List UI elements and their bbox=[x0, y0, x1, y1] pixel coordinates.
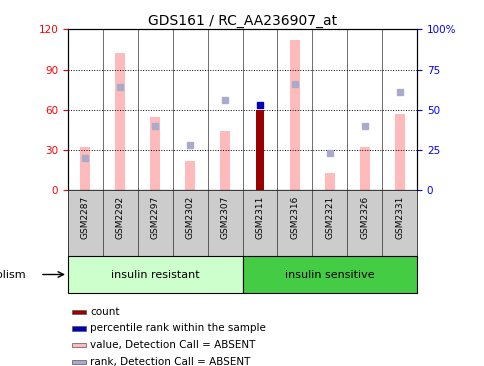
Text: value, Detection Call = ABSENT: value, Detection Call = ABSENT bbox=[90, 340, 255, 350]
Bar bbox=[220, 131, 229, 190]
Bar bbox=[324, 173, 334, 190]
Bar bbox=[289, 40, 299, 190]
Bar bbox=[72, 360, 86, 364]
Text: GSM2302: GSM2302 bbox=[185, 195, 194, 239]
Bar bbox=[72, 326, 86, 330]
Bar bbox=[68, 256, 242, 293]
Text: insulin sensitive: insulin sensitive bbox=[285, 269, 374, 280]
Text: GSM2311: GSM2311 bbox=[255, 195, 264, 239]
Text: count: count bbox=[90, 307, 120, 317]
Bar bbox=[185, 161, 195, 190]
Text: GSM2307: GSM2307 bbox=[220, 195, 229, 239]
Bar bbox=[72, 310, 86, 314]
Text: percentile rank within the sample: percentile rank within the sample bbox=[90, 324, 266, 333]
Text: GSM2297: GSM2297 bbox=[151, 195, 159, 239]
Text: insulin resistant: insulin resistant bbox=[111, 269, 199, 280]
Text: GSM2326: GSM2326 bbox=[360, 195, 368, 239]
Title: GDS161 / RC_AA236907_at: GDS161 / RC_AA236907_at bbox=[148, 14, 336, 28]
Text: metabolism: metabolism bbox=[0, 269, 26, 280]
Bar bbox=[242, 256, 416, 293]
Text: rank, Detection Call = ABSENT: rank, Detection Call = ABSENT bbox=[90, 357, 250, 366]
Bar bbox=[72, 343, 86, 347]
Text: GSM2287: GSM2287 bbox=[81, 195, 90, 239]
Bar bbox=[359, 147, 369, 190]
Text: GSM2321: GSM2321 bbox=[325, 195, 333, 239]
Text: GSM2292: GSM2292 bbox=[116, 195, 124, 239]
Text: GSM2331: GSM2331 bbox=[394, 195, 403, 239]
Bar bbox=[394, 114, 404, 190]
Bar bbox=[150, 116, 160, 190]
Bar bbox=[115, 53, 125, 190]
Text: GSM2316: GSM2316 bbox=[290, 195, 299, 239]
Bar bbox=[80, 147, 90, 190]
Bar bbox=[255, 110, 264, 190]
